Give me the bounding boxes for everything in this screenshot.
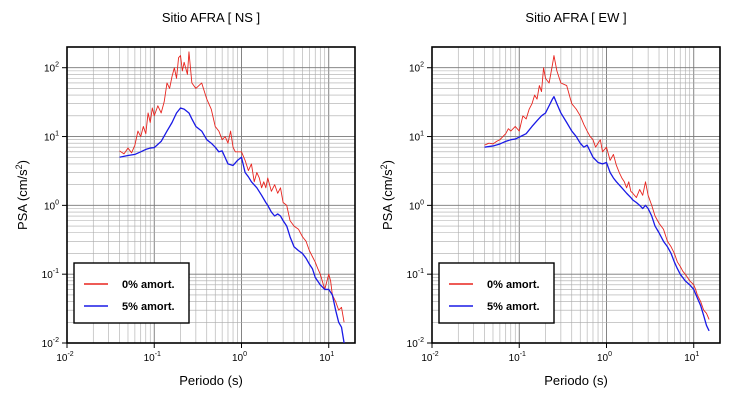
series-line-1 (119, 51, 345, 323)
y-axis-label: PSA (cm/s2) (14, 160, 30, 230)
y-tick-label: 100 (409, 199, 424, 212)
series-line-2 (119, 107, 345, 343)
x-tick-label: 100 (597, 351, 612, 364)
chart-panel-1: 10-2 10-1 100 101 10-2 10-1 100 101 102 Sitio AFR… (14, 10, 356, 388)
series-line-2 (484, 95, 710, 332)
legend-label: 0% amort. (487, 279, 540, 291)
chart-panel-2: 10-2 10-1 100 101 10-2 10-1 100 101 102 Sitio AFR… (379, 10, 721, 388)
x-tick-label: 100 (232, 351, 247, 364)
x-tick-label: 101 (684, 351, 699, 364)
y-tick-label: 100 (44, 199, 59, 212)
x-tick-label: 10-2 (421, 351, 438, 364)
x-tick-label: 10-2 (56, 351, 73, 364)
y-tick-label: 10-2 (42, 337, 59, 350)
chart-title: Sitio AFRA [ NS ] (162, 10, 260, 25)
y-tick-label: 102 (44, 62, 59, 75)
y-tick-label: 10-2 (407, 337, 424, 350)
y-tick-label: 10-1 (407, 268, 424, 281)
legend: 0% amort. 5% amort. (438, 262, 555, 324)
y-tick-label: 101 (44, 131, 59, 144)
grid (66, 46, 356, 344)
legend-box (438, 262, 555, 324)
plot-frame (431, 46, 721, 344)
y-tick-label: 102 (409, 62, 424, 75)
legend-label: 5% amort. (487, 301, 540, 313)
series-line-1 (484, 55, 710, 320)
x-axis-label: Periodo (s) (544, 373, 608, 388)
chart-title: Sitio AFRA [ EW ] (525, 10, 626, 25)
y-tick-label: 101 (409, 131, 424, 144)
y-tick-label: 10-1 (42, 268, 59, 281)
plot-frame (66, 46, 356, 344)
legend: 0% amort. 5% amort. (73, 262, 190, 324)
legend-label: 5% amort. (122, 301, 175, 313)
legend-label: 0% amort. (122, 279, 175, 291)
legend-box (73, 262, 190, 324)
x-tick-label: 10-1 (144, 351, 161, 364)
y-axis-label: PSA (cm/s2) (379, 160, 395, 230)
x-tick-label: 10-1 (509, 351, 526, 364)
x-axis-label: Periodo (s) (179, 373, 243, 388)
x-tick-label: 101 (319, 351, 334, 364)
